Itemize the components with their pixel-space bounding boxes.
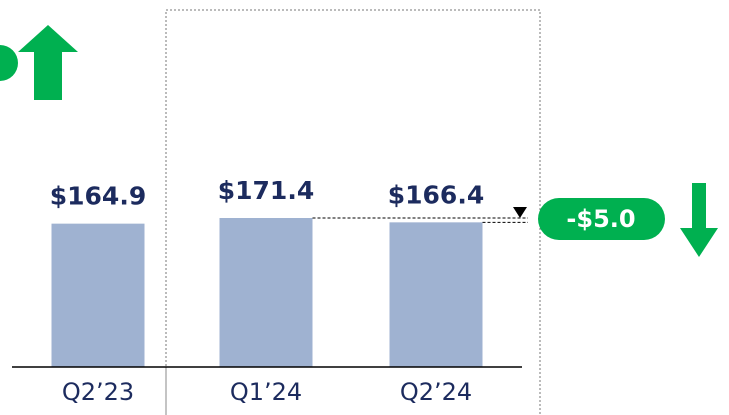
bar (51, 223, 145, 367)
up-arrow (18, 25, 78, 100)
x-tick-label: Q2’24 (400, 378, 472, 406)
value-label: $164.9 (50, 182, 146, 211)
value-label: $171.4 (218, 176, 314, 205)
delta-label: -$5.0 (566, 205, 635, 233)
delta-pill (538, 198, 665, 240)
marker (513, 207, 527, 218)
bar (389, 222, 483, 367)
bar (219, 218, 313, 367)
x-tick-label: Q2’23 (62, 378, 134, 406)
down-arrow (680, 183, 718, 257)
x-tick-label: Q1’24 (230, 378, 302, 406)
up-pill (0, 45, 18, 81)
value-label: $166.4 (388, 180, 484, 209)
